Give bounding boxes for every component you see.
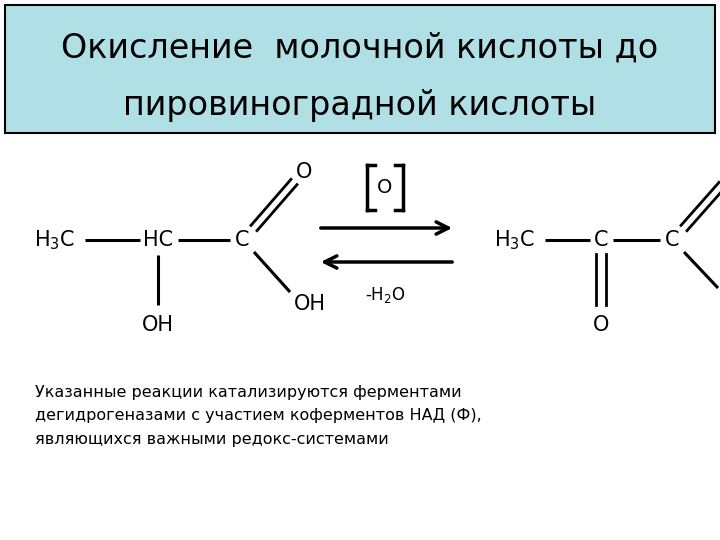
Text: HC: HC	[143, 230, 173, 250]
Text: пировиноградной кислоты: пировиноградной кислоты	[123, 89, 597, 122]
Text: -H$_2$O: -H$_2$O	[364, 285, 405, 305]
Text: C: C	[665, 230, 679, 250]
Text: H$_3$C: H$_3$C	[35, 228, 76, 252]
Text: OH: OH	[294, 294, 326, 314]
Text: Окисление  молочной кислоты до: Окисление молочной кислоты до	[61, 31, 659, 64]
Text: O: O	[296, 162, 312, 182]
Text: O: O	[593, 315, 609, 335]
Bar	[5, 5, 715, 133]
Text: C: C	[594, 230, 608, 250]
Text: C: C	[235, 230, 249, 250]
Text: Указанные реакции катализируются ферментами
дегидрогеназами с участием кофермент: Указанные реакции катализируются фермент…	[35, 385, 482, 447]
Text: H$_3$C: H$_3$C	[495, 228, 536, 252]
Text: O: O	[377, 178, 392, 197]
Text: OH: OH	[142, 315, 174, 335]
